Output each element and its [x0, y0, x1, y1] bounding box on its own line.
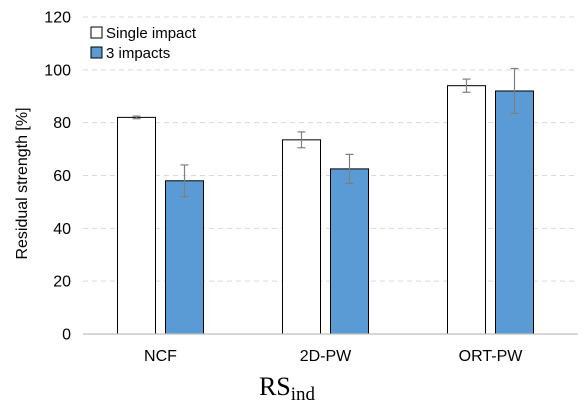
- y-tick-label: 120: [44, 10, 71, 27]
- y-tick-label: 80: [53, 115, 71, 132]
- legend-label-3-impacts: 3 impacts: [106, 45, 170, 62]
- legend-swatch-3-impacts: [90, 46, 103, 59]
- y-tick-label: 100: [44, 62, 71, 79]
- caption-main: RS: [259, 372, 291, 401]
- y-tick-labels: 0 20 40 60 80 100 120: [44, 10, 71, 344]
- figure-caption: RSind: [259, 372, 316, 405]
- bar-single-impact: [447, 85, 486, 335]
- y-axis-title: Residual strength [%]: [14, 107, 31, 259]
- legend-label-single-impact: Single impact: [106, 25, 197, 42]
- caption-subscript: ind: [291, 384, 316, 405]
- y-tick-label: 60: [53, 168, 71, 185]
- y-tick-label: 20: [53, 274, 71, 291]
- legend-swatch-single-impact: [90, 26, 103, 39]
- bar-3-impacts: [495, 90, 534, 335]
- y-tick-label: 0: [62, 327, 71, 344]
- y-tick-label: 40: [53, 221, 71, 238]
- x-tick-labels: NCF 2D-PW ORT-PW: [144, 348, 523, 365]
- bar-marks: [117, 85, 534, 335]
- x-tick-label: ORT-PW: [459, 348, 524, 365]
- bar-single-impact: [117, 116, 156, 335]
- bar-3-impacts: [330, 168, 369, 335]
- bar-3-impacts: [165, 180, 204, 335]
- error-bars: [132, 67, 519, 198]
- legend: Single impact 3 impacts: [90, 25, 197, 62]
- bar-single-impact: [282, 139, 321, 335]
- x-tick-label: 2D-PW: [300, 348, 352, 365]
- x-tick-label: NCF: [144, 348, 177, 365]
